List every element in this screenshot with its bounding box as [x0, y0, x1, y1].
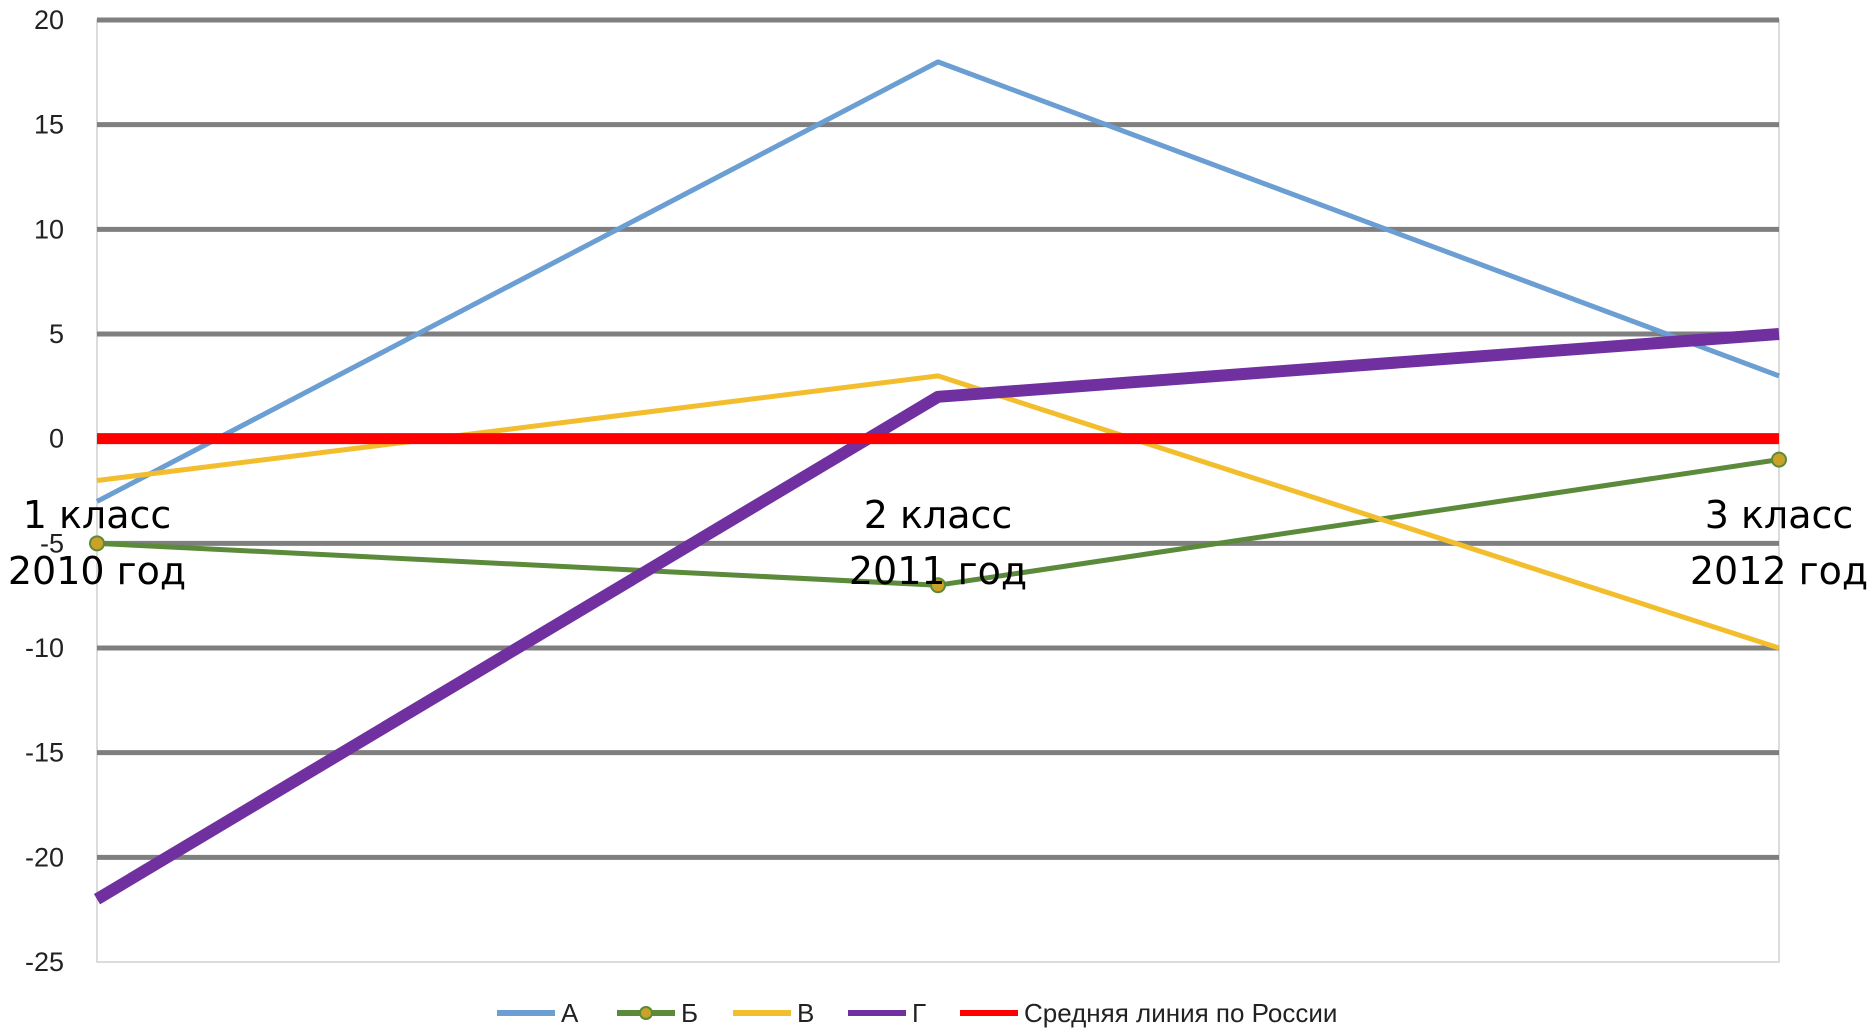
y-tick-label: 5: [49, 319, 64, 349]
legend-label: В: [797, 998, 814, 1028]
y-tick-label: -25: [25, 947, 64, 977]
series-point-2: [89, 535, 105, 552]
series-line-3: [96, 373, 1780, 651]
y-tick-label: -20: [25, 842, 64, 872]
category-label-line1: 1 класс: [23, 493, 172, 537]
category-label-line1: 3 класс: [1705, 493, 1854, 537]
category-label-line1: 2 класс: [864, 493, 1013, 537]
legend-label: А: [561, 998, 579, 1028]
y-tick-label: 15: [34, 110, 64, 140]
legend-label: Г: [912, 998, 926, 1028]
series-line-4: [93, 328, 1780, 905]
legend: А Б В Г Средняя линия по России: [497, 998, 1337, 1028]
category-label-line2: 2010 год: [8, 549, 186, 593]
y-tick-label: 0: [49, 424, 64, 454]
plot-area: [96, 19, 1780, 963]
series-lines: [89, 59, 1787, 905]
category-label-line2: 2011 год: [849, 549, 1027, 593]
series-point-2: [1771, 451, 1787, 468]
series-line-1: [95, 59, 1780, 504]
y-tick-label: 20: [34, 5, 64, 35]
y-tick-label: 10: [34, 214, 64, 244]
category-label-line2: 2012 год: [1690, 549, 1868, 593]
y-tick-label: -15: [25, 738, 64, 768]
y-axis-tick-labels: -25 -20 -15 -10 -5 0 5 10 15 20: [25, 5, 64, 977]
category-labels: 1 класс 2010 год 2 класс 2011 год 3 класс 201…: [8, 493, 1868, 593]
legend-label: Б: [681, 998, 698, 1028]
series-point-2: [930, 577, 946, 594]
legend-label: Средняя линия по России: [1024, 998, 1337, 1028]
legend-marker: [639, 1006, 653, 1020]
y-tick-label: -5: [40, 528, 64, 558]
y-tick-label: -10: [25, 633, 64, 663]
